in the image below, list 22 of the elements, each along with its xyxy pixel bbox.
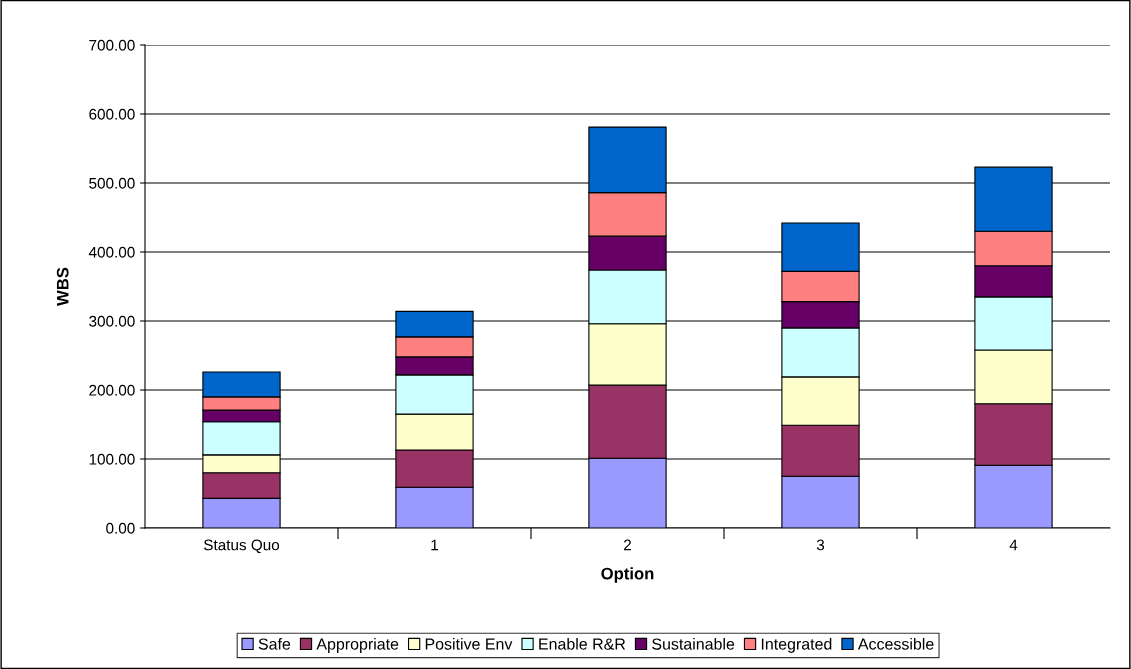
y-tick-label: 700.00: [89, 39, 135, 51]
y-tick-label: 100.00: [89, 453, 135, 465]
legend-label: Enable R&R: [539, 637, 626, 650]
x-axis-title: Option: [601, 567, 654, 583]
y-axis-title: WBS: [56, 267, 69, 306]
x-tick-label: 3: [816, 539, 825, 551]
legend-label: Safe: [258, 638, 291, 650]
x-tick-label: Status Quo: [203, 539, 280, 554]
y-tick-label: 200.00: [89, 384, 135, 396]
x-tick-label: 4: [1009, 539, 1018, 551]
legend-label: Positive Env: [425, 637, 513, 650]
y-tick-label: 500.00: [89, 177, 135, 189]
x-tick-label: 1: [431, 539, 438, 551]
y-tick-label: 300.00: [89, 315, 135, 327]
y-tick-label: 600.00: [89, 108, 135, 120]
y-tick-label: 0.00: [106, 522, 135, 534]
legend-label: Accessible: [857, 637, 934, 650]
y-tick-label: 400.00: [88, 246, 135, 258]
legend-label: Integrated: [761, 637, 832, 653]
legend-label: Appropriate: [316, 637, 399, 653]
x-tick-label: 2: [624, 539, 631, 551]
legend-label: Sustainable: [652, 637, 735, 650]
